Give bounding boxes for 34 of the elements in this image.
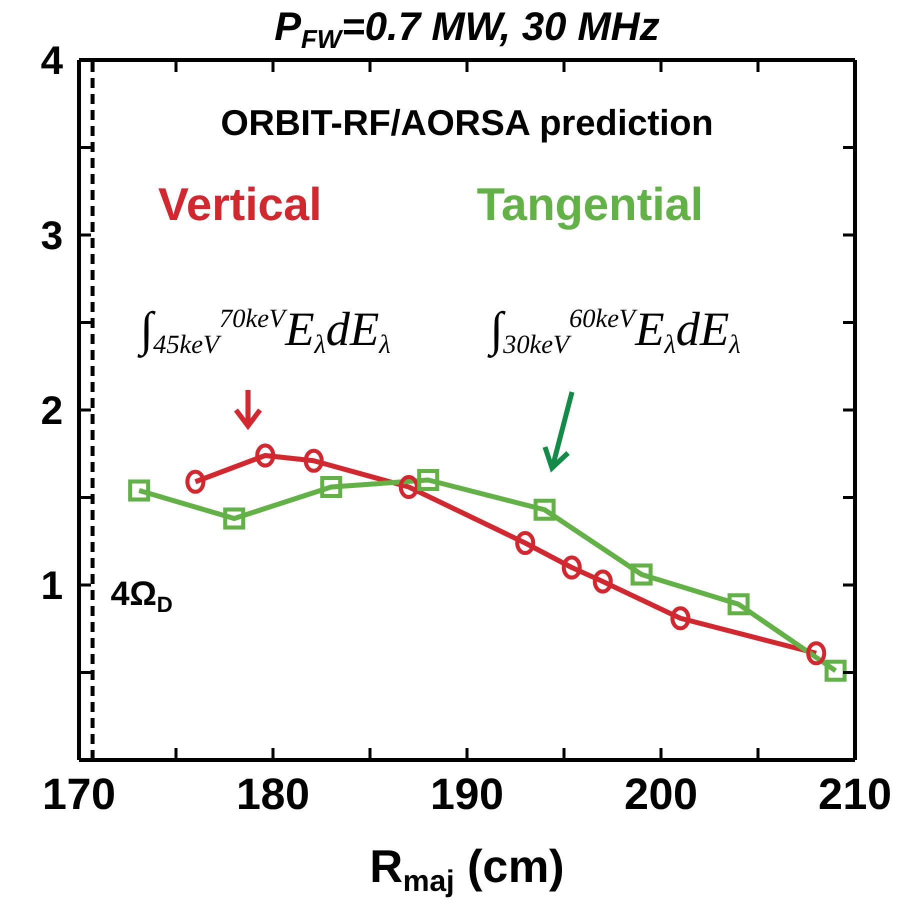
point <box>824 660 847 682</box>
x-tick-label: 210 <box>818 770 892 820</box>
annotation: ∫$_{45keV}$$^{70keV}$E$_{λ}$dE$_{λ}$ <box>137 302 391 359</box>
chart-title: P$_{FW}$=0.7 MW, 30 MHz <box>274 5 660 54</box>
x-tick-label: 180 <box>236 770 310 820</box>
point <box>534 498 556 521</box>
point <box>670 606 690 630</box>
x-tick-label: 190 <box>430 770 504 820</box>
y-tick-label: 3 <box>40 214 63 258</box>
point <box>515 531 536 555</box>
point <box>223 508 246 530</box>
point <box>304 448 324 473</box>
annotation: ∫$_{30keV}$$^{60keV}$E$_{λ}$dE$_{λ}$ <box>487 302 741 359</box>
y-tick-label: 1 <box>40 564 63 608</box>
point <box>128 480 150 502</box>
text: Tangential <box>476 178 704 230</box>
point <box>562 556 582 580</box>
x-tick-label: 200 <box>624 770 698 820</box>
point <box>630 564 653 586</box>
point <box>806 641 826 666</box>
point <box>728 593 750 616</box>
y-tick-label: 2 <box>40 389 63 434</box>
y-tick-label: 4 <box>40 39 64 84</box>
text: Vertical <box>158 178 322 230</box>
point <box>398 475 419 499</box>
point <box>185 470 206 494</box>
point <box>417 469 440 491</box>
point <box>255 444 276 468</box>
point <box>592 570 613 594</box>
x-axis-title: R$_{maj}$ (cm) <box>370 840 564 898</box>
point <box>320 476 342 498</box>
ref-line-label: 4Ω$_{D}$ <box>110 575 173 617</box>
x-tick-label: 170 <box>42 770 116 820</box>
annotation: ORBIT-RF/AORSA prediction <box>220 102 714 143</box>
